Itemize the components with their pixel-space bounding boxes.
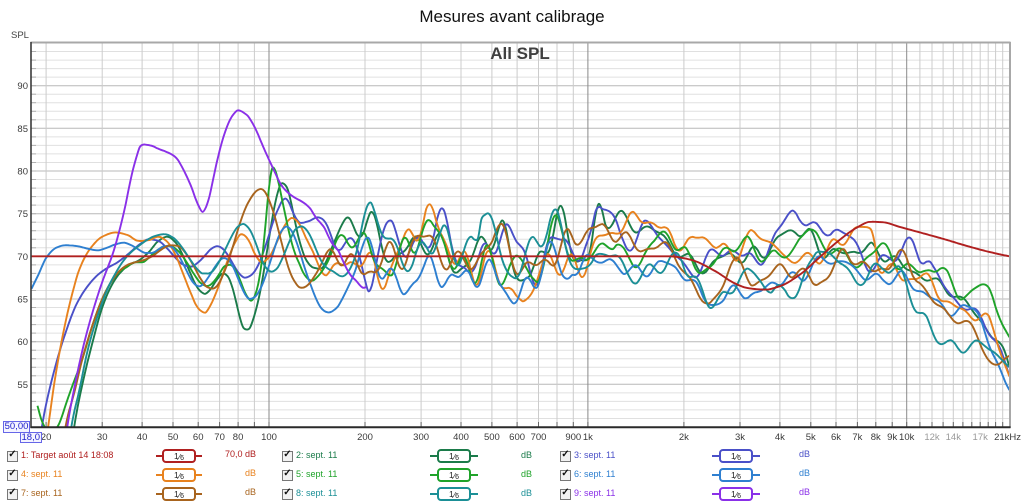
svg-text:14k: 14k <box>946 432 962 443</box>
svg-text:300: 300 <box>413 432 429 443</box>
svg-text:600: 600 <box>509 432 525 443</box>
svg-text:17k: 17k <box>973 432 989 443</box>
svg-text:80: 80 <box>233 432 244 443</box>
svg-text:75: 75 <box>17 209 28 220</box>
svg-text:All SPL: All SPL <box>490 44 550 63</box>
svg-text:10k: 10k <box>899 432 915 443</box>
svg-text:500: 500 <box>484 432 500 443</box>
svg-text:65: 65 <box>17 295 28 306</box>
svg-text:8k: 8k <box>871 432 881 443</box>
svg-text:7k: 7k <box>852 432 862 443</box>
svg-text:700: 700 <box>531 432 547 443</box>
svg-text:55: 55 <box>17 380 28 391</box>
svg-text:900: 900 <box>565 432 581 443</box>
svg-text:200: 200 <box>357 432 373 443</box>
svg-text:SPL: SPL <box>11 30 29 41</box>
svg-text:400: 400 <box>453 432 469 443</box>
svg-text:50: 50 <box>168 432 179 443</box>
svg-text:85: 85 <box>17 124 28 135</box>
svg-text:12k: 12k <box>924 432 940 443</box>
svg-text:5k: 5k <box>806 432 816 443</box>
svg-text:40: 40 <box>137 432 148 443</box>
svg-text:30: 30 <box>97 432 108 443</box>
svg-text:9k: 9k <box>887 432 897 443</box>
svg-text:6k: 6k <box>831 432 841 443</box>
svg-text:100: 100 <box>261 432 277 443</box>
svg-text:70: 70 <box>17 252 28 263</box>
svg-text:80: 80 <box>17 167 28 178</box>
svg-text:20: 20 <box>41 432 52 443</box>
svg-text:70: 70 <box>214 432 225 443</box>
svg-text:2k: 2k <box>679 432 689 443</box>
svg-text:60: 60 <box>17 337 28 348</box>
svg-text:3k: 3k <box>735 432 745 443</box>
svg-text:1k: 1k <box>583 432 593 443</box>
svg-text:21kHz: 21kHz <box>994 432 1021 443</box>
svg-text:4k: 4k <box>775 432 785 443</box>
svg-text:60: 60 <box>193 432 204 443</box>
svg-text:90: 90 <box>17 81 28 92</box>
